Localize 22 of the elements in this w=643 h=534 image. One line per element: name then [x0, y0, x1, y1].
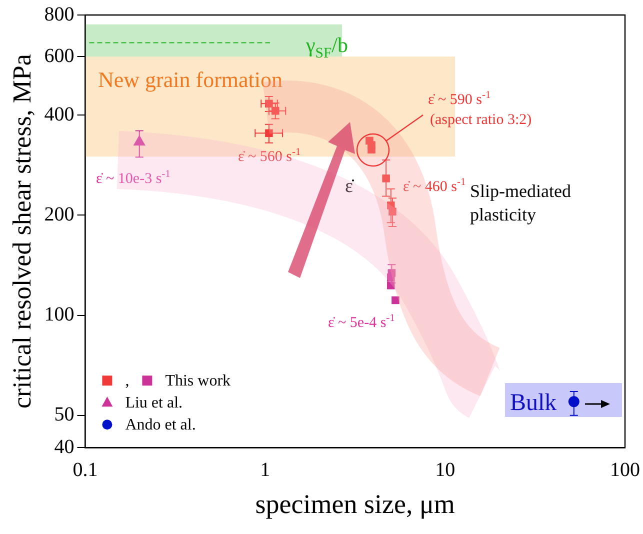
annotation: ε̇ [345, 176, 355, 197]
legend-label: Ando et al. [125, 416, 196, 434]
legend-label: , [125, 372, 130, 390]
x-tick-label: 1 [260, 458, 270, 481]
annotation: Slip-mediated plasticity [470, 181, 571, 224]
legend-label: This work [165, 372, 231, 390]
y-tick-label: 100 [44, 304, 74, 326]
y-tick-label: 40 [54, 436, 74, 458]
x-axis-title: specimen size, μm [255, 488, 455, 519]
x-tick-label: 100 [610, 458, 640, 481]
band-label: New grain formation [98, 67, 282, 92]
legend-label: Liu et al. [125, 394, 183, 412]
y-tick-label: 400 [44, 103, 74, 126]
annotation: Bulk [510, 390, 557, 416]
y-tick-label: 50 [54, 404, 74, 426]
y-tick-label: 800 [44, 3, 74, 26]
annotation: (aspect ratio 3:2) [430, 112, 532, 128]
y-tick-label: 600 [44, 44, 74, 67]
y-axis-title: critical resolved shear stress, MPa [7, 54, 36, 409]
x-tick-label: 10 [435, 458, 456, 481]
x-tick-label: 0.1 [72, 458, 98, 481]
y-tick-label: 200 [44, 203, 74, 226]
